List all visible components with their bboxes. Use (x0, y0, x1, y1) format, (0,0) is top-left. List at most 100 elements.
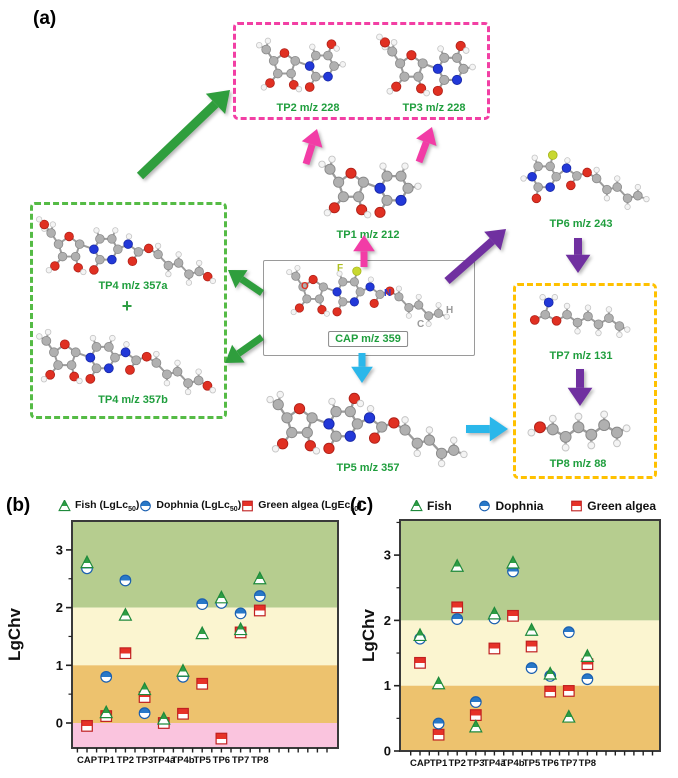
data-point (488, 612, 501, 625)
plot-band (400, 685, 660, 751)
data-point (234, 607, 247, 620)
legend-label-fish-c: Fish (427, 499, 452, 513)
cap-atom-letter-F: F (337, 263, 344, 274)
data-point (196, 677, 209, 690)
arrow-tp5-to-tp8box (466, 416, 508, 442)
algae-square-icon (241, 500, 254, 512)
panel-c-label: (c) (350, 495, 374, 516)
bond (533, 156, 540, 168)
bond (416, 438, 431, 445)
tp8-label: TP8 m/z 88 (549, 458, 607, 470)
data-point (413, 627, 427, 642)
tp2-tp3-group-box (233, 22, 490, 120)
atom-H (401, 416, 409, 424)
atom-H (401, 162, 409, 170)
cap-atom-letter-O: O (301, 281, 309, 292)
atom-C (306, 412, 318, 424)
data-point (157, 717, 170, 729)
bond (362, 181, 382, 190)
tp7-tp8-group-box (513, 283, 657, 479)
x-tick-label: TP5 (193, 755, 211, 766)
data-point (524, 622, 539, 636)
bond (406, 185, 420, 190)
bond (337, 181, 345, 198)
bond (285, 416, 293, 434)
bond (569, 174, 578, 187)
bond (626, 194, 639, 200)
panel-b-legend: Fish (LgLc50) Dophnia (LgLc50) Green alg… (58, 498, 362, 514)
atom-O (323, 442, 335, 455)
data-point (562, 685, 575, 697)
atom-C (376, 421, 388, 433)
atom-H (328, 155, 336, 163)
tp6-label: TP6 m/z 243 (549, 218, 613, 230)
data-point (118, 607, 133, 621)
x-tick-label: TP6 (213, 755, 230, 766)
legend-label-dophnia-b: Dophnia (LgLc50) (156, 499, 242, 514)
atom-H (271, 445, 280, 453)
data-point (100, 710, 113, 722)
data-point (507, 609, 519, 622)
legend-label-algae-c: Green algea (587, 499, 656, 513)
bond (522, 175, 534, 180)
fish-triangle-icon (58, 498, 71, 512)
bond (333, 195, 345, 209)
tp1-label: TP1 m/z 212 (336, 229, 400, 241)
data-point (571, 500, 583, 512)
bond (337, 172, 353, 184)
arrow-tp4-to-tp2tp3 (136, 90, 230, 180)
panel-b-label: (b) (6, 495, 31, 516)
data-point (431, 675, 446, 690)
bond (392, 421, 407, 432)
bond (274, 442, 284, 450)
x-tick-label: TP2 (117, 755, 134, 766)
atom-N (561, 163, 572, 173)
atom-C (353, 191, 365, 203)
atom-C (330, 405, 342, 418)
atom-C (533, 161, 543, 172)
atom-O (388, 417, 400, 429)
data-point (177, 707, 189, 720)
y-axis-title: LgChv (5, 608, 24, 661)
y-axis-title: LgChv (359, 609, 378, 662)
arrow-tp6-to-tp7 (565, 238, 591, 273)
arrow-tp1-to-tp3 (415, 127, 437, 164)
data-point (137, 681, 152, 696)
data-point (525, 662, 538, 674)
atom-H (634, 183, 642, 191)
data-point (488, 642, 501, 655)
legend-item-fish-b: Fish (LgLc50) (58, 498, 139, 513)
atom-C (344, 405, 356, 418)
molecule-tp6 (520, 150, 650, 210)
atom-H (363, 211, 372, 219)
y-tick-label: 3 (56, 542, 63, 557)
atom-N (527, 171, 537, 182)
atom-H (323, 209, 332, 217)
atom-C (357, 176, 369, 188)
data-point (156, 711, 171, 725)
data-point (119, 647, 132, 660)
plot-band (72, 607, 338, 666)
atom-H (624, 203, 631, 210)
legend-item-fish-c: Fish (410, 498, 452, 513)
data-point (81, 562, 93, 575)
x-tick-label: TP3 (467, 758, 484, 769)
data-point (451, 601, 464, 614)
atom-C (381, 194, 393, 206)
data-point (414, 656, 426, 669)
bond (586, 171, 598, 180)
bond (399, 164, 407, 178)
bond (320, 163, 332, 171)
atom-H (437, 459, 446, 468)
tp7-label: TP7 m/z 131 (549, 350, 613, 362)
atom-H (460, 450, 468, 459)
atom-C (402, 182, 414, 194)
atom-O (293, 403, 306, 415)
bond (378, 174, 389, 190)
bond (531, 175, 540, 189)
atom-H (564, 157, 571, 164)
bond (306, 416, 314, 434)
atom-O (582, 167, 592, 178)
data-point (469, 696, 482, 708)
